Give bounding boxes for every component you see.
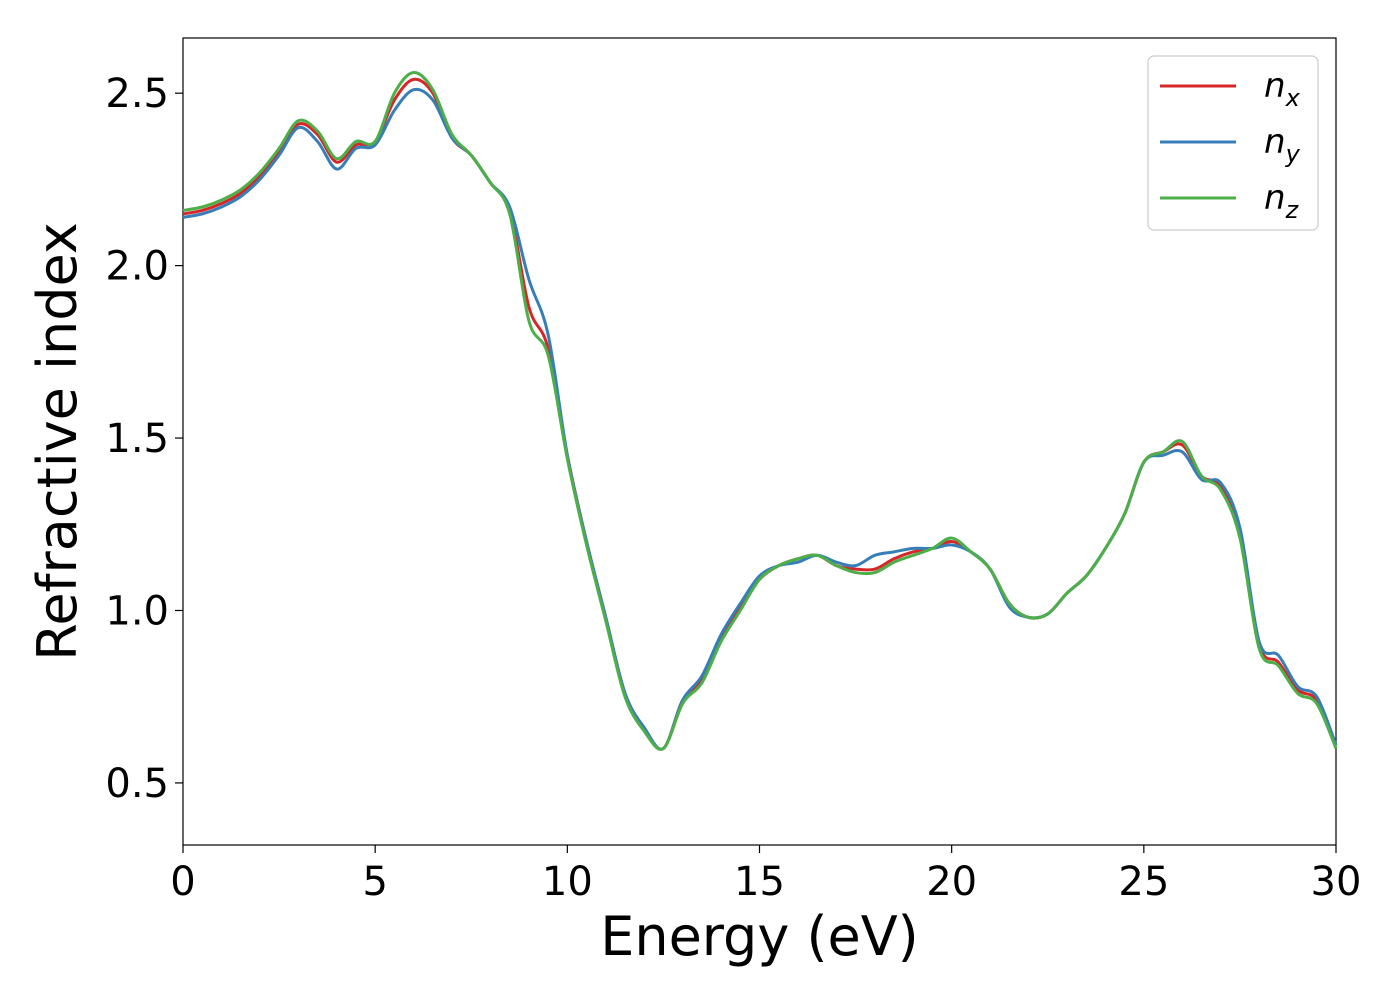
y-tick-label: 0.5: [105, 761, 169, 807]
series-layer: [182, 70, 1338, 751]
x-tick-label: 30: [1311, 859, 1362, 905]
legend: nx ny nz: [1147, 55, 1319, 231]
series-line-nz: [182, 70, 1338, 751]
y-tick-label: 2.0: [105, 244, 169, 290]
plot-area: [182, 37, 1337, 846]
legend-entry-nz: nz: [1264, 178, 1300, 224]
x-axis-ticks: 0 5 10 15 20 25 30: [170, 845, 1361, 905]
x-tick-label: 20: [926, 859, 977, 905]
x-axis-title: Energy (eV): [600, 905, 919, 968]
x-tick-label: 25: [1118, 859, 1169, 905]
y-tick-label: 1.5: [105, 416, 169, 462]
y-axis-title: Refractive index: [26, 222, 89, 661]
x-tick-label: 10: [542, 859, 593, 905]
x-tick-label: 5: [362, 859, 387, 905]
y-axis-ticks: 0.5 1.0 1.5 2.0 2.5: [105, 71, 183, 807]
x-tick-label: 0: [170, 859, 195, 905]
legend-entry-ny: ny: [1264, 122, 1301, 168]
x-tick-label: 15: [734, 859, 785, 905]
legend-entry-nx: nx: [1264, 66, 1301, 112]
y-tick-label: 1.0: [105, 588, 169, 634]
y-tick-label: 2.5: [105, 71, 169, 117]
